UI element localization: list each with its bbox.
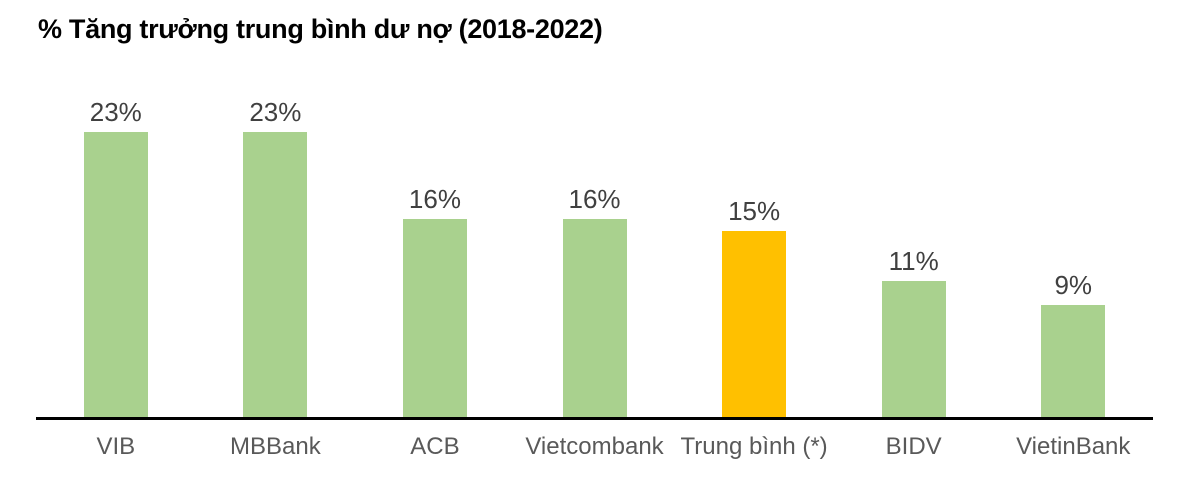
bar bbox=[562, 219, 627, 417]
chart-title: % Tăng trưởng trung bình dư nợ (2018-202… bbox=[38, 14, 603, 44]
bar-highlighted bbox=[722, 231, 787, 417]
x-axis-label: BIDV bbox=[885, 433, 942, 460]
x-axis-label: MBBank bbox=[230, 433, 321, 460]
bar-column: 11% bbox=[834, 90, 994, 417]
bar bbox=[1041, 305, 1106, 417]
x-axis-label: VIB bbox=[96, 433, 136, 460]
x-axis-labels: VIB MBBank ACB Vietcombank Trung bình (*) BID… bbox=[36, 433, 1153, 461]
bar-value-label: 23% bbox=[249, 97, 302, 128]
bar-column: 16% bbox=[355, 90, 515, 417]
bar-value-label: 16% bbox=[568, 184, 621, 215]
plot-area: 23% 23% 16% 16% 15% 11% 9% bbox=[36, 90, 1153, 420]
bar bbox=[243, 132, 308, 417]
bar bbox=[83, 132, 148, 417]
x-axis-label: ACB bbox=[410, 433, 460, 460]
bar bbox=[881, 281, 946, 417]
bar-value-label: 23% bbox=[89, 97, 142, 128]
bar-value-label: 9% bbox=[1054, 270, 1093, 301]
bar-column: 9% bbox=[993, 90, 1153, 417]
bar-value-label: 16% bbox=[408, 184, 461, 215]
x-axis-label: Trung bình (*) bbox=[680, 433, 828, 460]
bar-column: 15% bbox=[674, 90, 834, 417]
bar bbox=[402, 219, 467, 417]
x-axis-label: VietinBank bbox=[1016, 433, 1131, 460]
bar-value-label: 15% bbox=[728, 196, 781, 227]
bar-column: 23% bbox=[196, 90, 356, 417]
bar-column: 23% bbox=[36, 90, 196, 417]
bar-value-label: 11% bbox=[888, 246, 939, 277]
x-axis-label: Vietcombank bbox=[525, 433, 664, 460]
bar-column: 16% bbox=[515, 90, 675, 417]
